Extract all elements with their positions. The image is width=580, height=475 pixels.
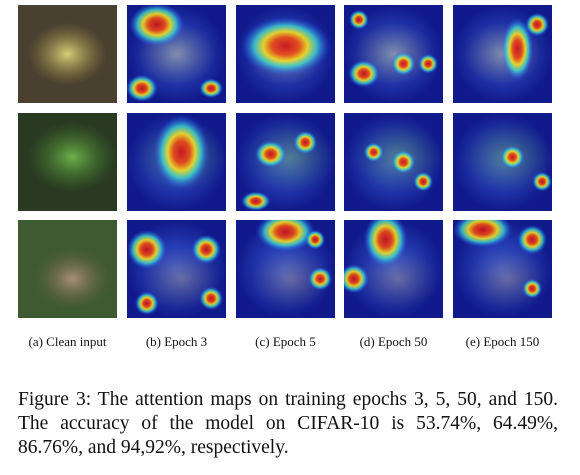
attention-map (236, 5, 335, 103)
heat-blob (522, 278, 543, 299)
heat-blob (128, 5, 185, 47)
heat-blob (453, 220, 513, 248)
heat-blob (525, 12, 550, 37)
figure-caption: Figure 3: The attention maps on training… (18, 389, 558, 458)
frog (467, 247, 548, 311)
heat-blob (240, 191, 271, 211)
figure-grid: (a) Clean input (b) Epoch 3 (c) Epoch 5 (d)… (18, 5, 552, 349)
heat-blob (127, 229, 167, 269)
attention-map (453, 5, 552, 103)
subfigure-label: (c) Epoch 5 (255, 334, 316, 349)
attention-map (453, 220, 552, 318)
heat-blob (347, 59, 380, 88)
heat-blob (413, 171, 434, 192)
clean-image (18, 220, 117, 318)
heat-blob (418, 54, 439, 74)
subfigure-label: (e) Epoch 150 (466, 334, 540, 349)
heat-blob (391, 150, 416, 174)
heat-blob (191, 234, 222, 265)
frog (250, 247, 331, 311)
heat-blob (254, 140, 287, 168)
heat-blob (134, 291, 159, 316)
heat-blob (305, 229, 326, 250)
clean-image (18, 113, 117, 211)
frog (27, 121, 117, 193)
heat-blob (255, 220, 316, 252)
heat-blob (500, 145, 525, 169)
frog (27, 22, 108, 86)
attention-map (127, 220, 226, 318)
attention-map (127, 5, 226, 103)
attention-map (236, 220, 335, 318)
heat-blob (293, 130, 318, 155)
heat-blob (344, 264, 369, 294)
subfigure-label: (b) Epoch 3 (146, 334, 207, 349)
heat-blob (153, 114, 210, 190)
attention-map (344, 5, 443, 103)
heat-blob (199, 78, 224, 99)
heat-blob (348, 9, 369, 30)
heat-blob (391, 52, 416, 76)
heat-blob (199, 286, 224, 311)
attention-map (127, 113, 226, 211)
heat-blob (501, 17, 534, 81)
attention-map (453, 113, 552, 211)
heat-blob (127, 74, 158, 103)
frog (32, 247, 113, 311)
heat-blob (517, 224, 548, 255)
attention-map (344, 220, 443, 318)
heat-blob (532, 171, 552, 192)
heat-blob (363, 220, 408, 268)
attention-map (344, 113, 443, 211)
subfigure-label: (a) Clean input (29, 334, 107, 349)
clean-image (18, 5, 117, 103)
subfigure-label: (d) Epoch 50 (360, 334, 428, 349)
heat-blob (308, 267, 333, 291)
heat-blob (240, 16, 331, 76)
attention-map (236, 113, 335, 211)
heat-blob (363, 142, 384, 162)
